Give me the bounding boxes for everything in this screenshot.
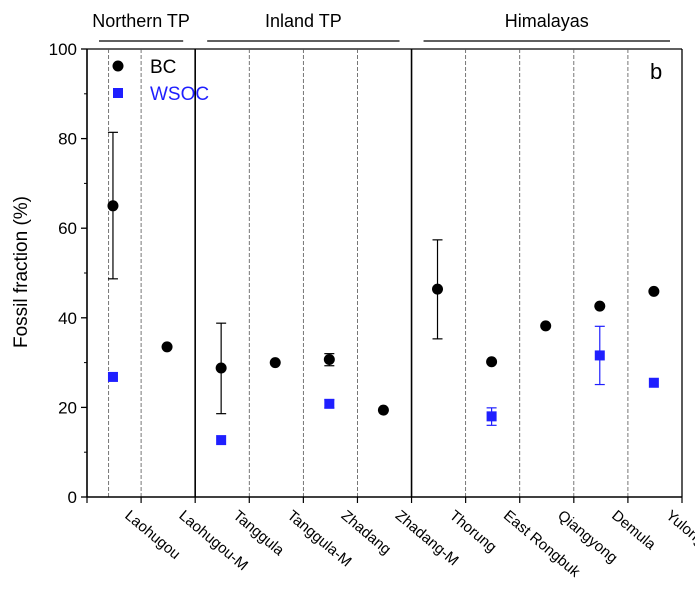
wsoc-point xyxy=(594,350,605,361)
y-tick-label: 40 xyxy=(58,309,77,328)
x-tick-label: Thorung xyxy=(446,507,500,556)
wsoc-point xyxy=(216,435,227,446)
x-tick-label: Laohugou xyxy=(121,507,183,563)
region-label: Northern TP xyxy=(92,11,190,31)
legend-wsoc-label: WSOC xyxy=(150,84,209,105)
legend-bc-label: BC xyxy=(150,57,176,78)
legend-bc-marker xyxy=(112,60,124,72)
bc-point xyxy=(486,356,498,368)
y-tick-label: 0 xyxy=(68,488,77,507)
y-tick-label: 100 xyxy=(49,40,77,59)
wsoc-point xyxy=(486,411,497,422)
x-tick-label: Yulong xyxy=(662,507,695,550)
bc-point xyxy=(594,300,606,312)
bc-point xyxy=(215,362,227,374)
bc-point xyxy=(323,353,335,365)
bc-point xyxy=(107,200,119,212)
bc-point xyxy=(648,285,660,297)
panel-label: b xyxy=(650,59,662,84)
y-tick-label: 60 xyxy=(58,219,77,238)
y-axis-label: Fossil fraction (%) xyxy=(11,196,32,348)
y-tick-label: 20 xyxy=(58,398,77,417)
bc-point xyxy=(161,341,173,353)
legend-wsoc-marker xyxy=(113,88,123,98)
wsoc-point xyxy=(107,371,118,382)
wsoc-point xyxy=(648,377,659,388)
region-label: Inland TP xyxy=(265,11,342,31)
bc-point xyxy=(540,320,552,332)
bc-point xyxy=(432,283,444,295)
wsoc-point xyxy=(324,398,335,409)
bc-point xyxy=(377,404,389,416)
x-tick-label: Demula xyxy=(608,507,659,554)
y-tick-label: 80 xyxy=(58,130,77,149)
region-label: Himalayas xyxy=(505,11,589,31)
bc-point xyxy=(269,357,281,369)
